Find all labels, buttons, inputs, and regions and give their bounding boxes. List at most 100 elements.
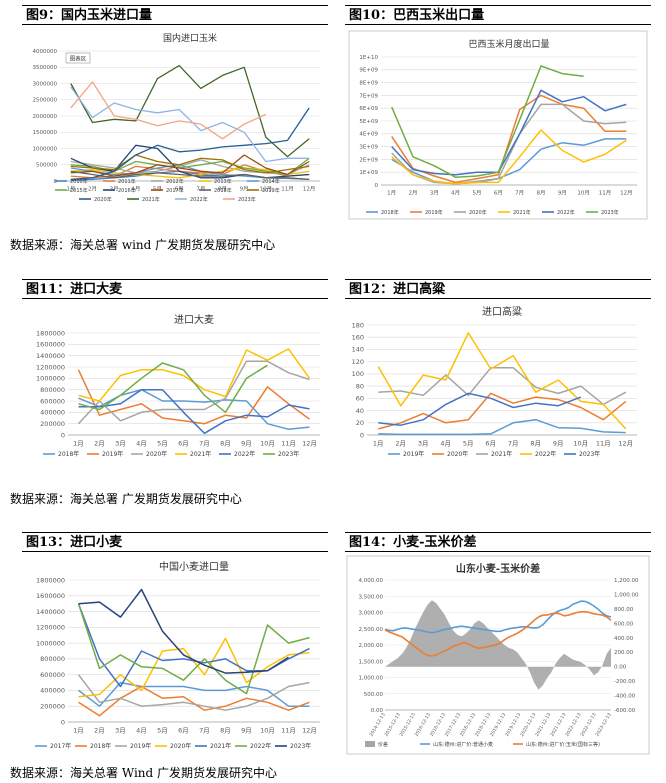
legend-label: 2014年 (262, 178, 280, 185)
y-tick-label: 8E+09 (359, 81, 378, 87)
y-tick-label: 3500000 (33, 65, 58, 71)
y-right-tick-label: -400.00 (614, 694, 636, 700)
series-line-2021年 (70, 64, 310, 158)
x-tick-label: 6月 (175, 186, 184, 193)
y-tick-label: 3000000 (33, 81, 58, 87)
y-tick-label: 7E+09 (359, 93, 378, 99)
legend-label: 2021年 (513, 209, 531, 216)
x-tick-label: 7月 (199, 440, 210, 448)
y-tick-label: 1000000 (36, 639, 65, 647)
y-tick-label: 60 (356, 395, 364, 403)
y-right-tick-label: 0.00 (614, 665, 627, 671)
x-tick-label: 11月 (281, 186, 294, 193)
x-tick-label: 6月 (485, 440, 496, 448)
x-tick-label: 10月 (260, 727, 275, 735)
legend-label: 2021年 (190, 450, 211, 458)
y-tick-label: 200000 (40, 702, 65, 710)
x-tick-label: 2016-12-13 (414, 712, 432, 738)
legend-label: 2019年 (262, 187, 280, 194)
x-tick-label: 5月 (153, 186, 162, 193)
x-tick-label: 2月 (395, 440, 406, 448)
legend-label: 2021年 (210, 742, 231, 750)
legend-label: 2018年 (58, 450, 79, 458)
x-tick-label: 2021-12-13 (549, 712, 567, 738)
y-tick-label: 1200000 (36, 363, 65, 371)
x-tick-label: 1月 (373, 440, 384, 448)
legend-label: 2022年 (234, 450, 255, 458)
x-tick-label: 9月 (553, 440, 564, 448)
legend-label: 2013年 (214, 178, 232, 185)
y-tick-label: 1600000 (36, 341, 65, 349)
y-tick-label: 400000 (40, 409, 65, 417)
series-line-2020年 (378, 392, 627, 430)
legend-label: 2019年 (403, 450, 424, 458)
y-tick-label: 1800000 (36, 329, 65, 337)
tooltip-box (65, 52, 91, 64)
x-tick-label: 8月 (537, 190, 546, 197)
series-line-2023年 (70, 81, 267, 140)
x-tick-label: 2023-12-13 (594, 712, 612, 738)
chart-title: 山东小麦-玉米价差 (456, 562, 540, 575)
y-left-tick-label: 500.00 (364, 692, 384, 698)
chart-title: 进口高粱 (482, 305, 522, 318)
legend-label: 2018年 (214, 187, 232, 194)
x-tick-label: 12月 (620, 190, 633, 197)
fig9-header: 图9：国内玉米进口量 (22, 5, 328, 25)
y-tick-label: 80 (356, 382, 364, 390)
y-right-tick-label: 400.00 (614, 636, 634, 642)
x-tick-label: 2月 (88, 186, 97, 193)
y-left-tick-label: 1,500.00 (359, 659, 384, 665)
y-right-tick-label: 1,000.00 (614, 592, 639, 598)
legend-label: 2020年 (170, 742, 191, 750)
y-tick-label: 120 (352, 358, 364, 366)
x-tick-label: 5月 (157, 440, 168, 448)
series-line-2020年 (77, 360, 310, 425)
series-line-2019年 (70, 154, 310, 174)
y-tick-label: 100 (352, 370, 364, 378)
x-tick-label: 11月 (596, 440, 611, 448)
chart-c10: 巴西玉米月度出口量 0 1E+09 2E+09 3E+09 4E+09 5E+09 6E+09… (345, 27, 651, 223)
legend-label: 2022年 (190, 196, 208, 203)
chart-c12: 进口高粱 0 20 40 60 80 100 120 140 160 180 1月 2月 3月 4月 5月 6月… (345, 301, 651, 465)
chart-c9: 国内进口玉米 0 500000 1000000 1500000 2000000 250000… (22, 27, 328, 223)
series-line-山东:德州:进厂价:普通小麦 (384, 600, 612, 634)
chart-title: 巴西玉米月度出口量 (468, 38, 549, 50)
y-left-tick-label: 1,000.00 (359, 676, 384, 682)
legend-label: 2022年 (250, 742, 271, 750)
y-tick-label: 200000 (40, 420, 65, 428)
x-tick-label: 5月 (473, 190, 482, 197)
x-tick-label: 1月 (387, 190, 396, 197)
y-tick-label: 4000000 (33, 49, 58, 55)
legend-label: 2022年 (557, 209, 575, 216)
legend-label: 2021年 (142, 196, 160, 203)
x-tick-label: 10月 (260, 440, 275, 448)
y-tick-label: 6E+09 (359, 106, 378, 112)
x-tick-label: 9月 (240, 186, 249, 193)
y-left-tick-label: 0.00 (371, 708, 384, 714)
chart-frame (346, 555, 650, 755)
x-tick-label: 8月 (530, 440, 541, 448)
series-line-2019年 (77, 369, 310, 425)
x-tick-label: 3月 (110, 186, 119, 193)
y-right-tick-label: 1,200.00 (614, 578, 639, 584)
x-tick-label: 2019-12-13 (504, 712, 522, 738)
chart-title: 中国小麦进口量 (159, 560, 229, 573)
series-line-2020年 (78, 637, 310, 698)
series-line-2019年 (77, 674, 310, 711)
x-tick-label: 8月 (220, 440, 231, 448)
legend-label: 2023年 (238, 196, 256, 203)
tooltip-label: 图表区 (70, 55, 87, 63)
x-tick-label: 11月 (281, 440, 296, 448)
y-tick-label: 0 (375, 183, 379, 189)
series-line-2019年 (391, 94, 627, 184)
legend-label: 2019年 (425, 209, 443, 216)
x-tick-label: 4月 (136, 440, 147, 448)
y-right-tick-label: 800.00 (614, 607, 634, 613)
series-area-spread (385, 600, 611, 690)
x-tick-label: 10月 (573, 440, 588, 448)
x-tick-label: 2014-12-13 (368, 712, 386, 738)
x-tick-label: 1月 (73, 440, 84, 448)
y-tick-label: 9E+09 (359, 68, 378, 74)
x-tick-label: 9月 (241, 440, 252, 448)
series-line-2023年 (378, 392, 582, 426)
